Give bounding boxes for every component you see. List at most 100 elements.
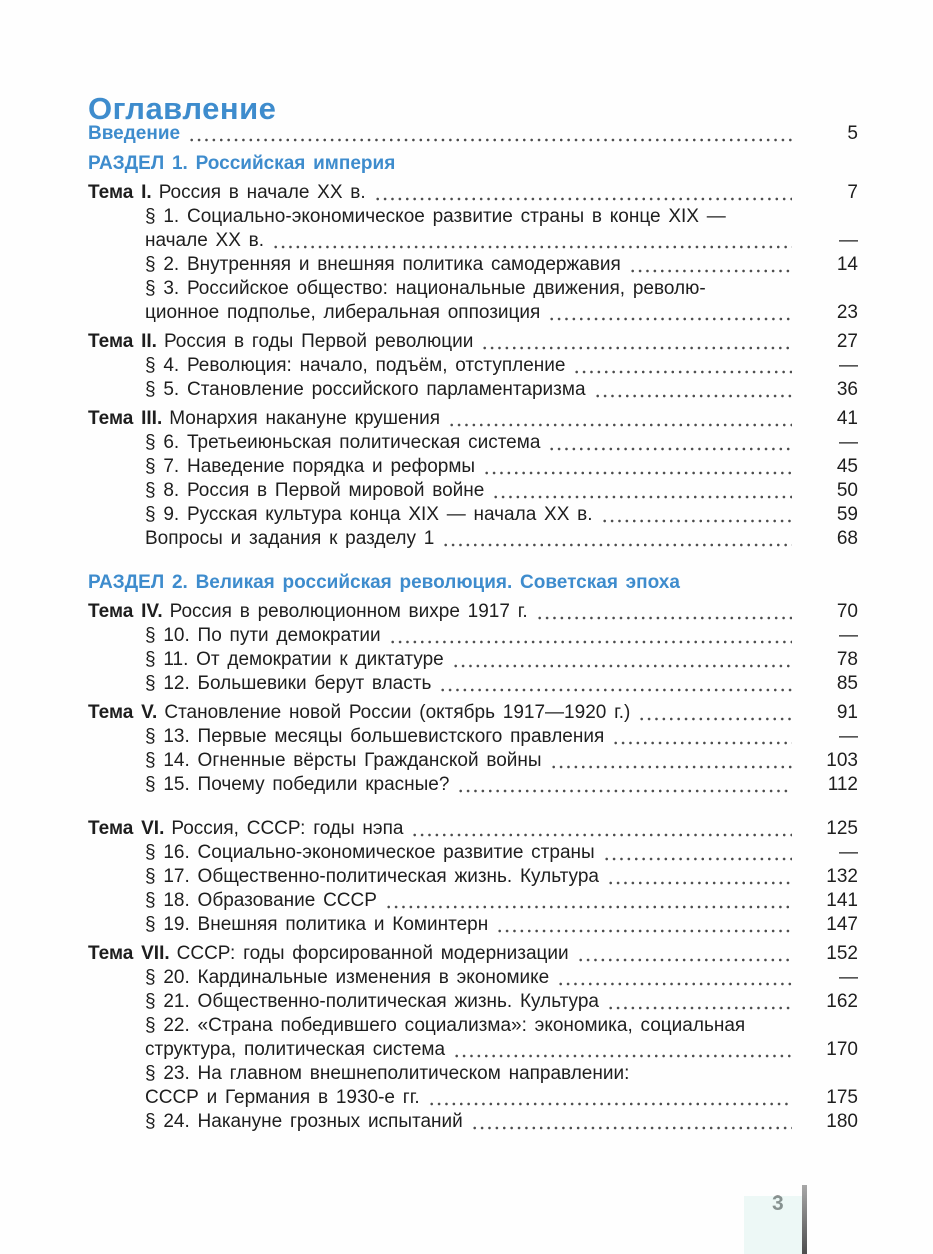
toc-paragraph-entry: § 23. На главном внешнеполитическом напр…	[88, 1062, 858, 1086]
entry-text: § 7. Наведение порядка и реформы	[145, 456, 476, 477]
entry-page-number: 180	[826, 1111, 858, 1132]
toc-paragraph-entry: § 10. По пути демократии —	[88, 624, 858, 648]
toc-paragraph-entry: § 20. Кардинальные изменения в экономике…	[88, 966, 858, 990]
entry-text: § 12. Большевики берут власть	[145, 673, 432, 694]
entry-page-number: —	[839, 432, 858, 453]
toc-entry-continuation: СССР и Германия в 1930-е гг. 175	[88, 1086, 858, 1110]
entry-page-number: 50	[836, 480, 858, 501]
dotted-leader	[606, 1006, 792, 1010]
entry-page-number: 147	[826, 914, 858, 935]
entry-page-number: 175	[826, 1087, 858, 1108]
entry-page-number: 23	[836, 302, 858, 323]
dotted-leader	[492, 495, 792, 499]
theme-number: Тема IV.	[88, 601, 163, 622]
entry-page-number: 132	[826, 866, 858, 887]
theme-title: Россия в годы Первой революции	[163, 331, 474, 352]
toc-theme-entry: Тема V. Становление новой России (октябрь…	[88, 701, 858, 725]
entry-page-number: 162	[826, 991, 858, 1012]
dotted-leader	[373, 197, 792, 201]
toc-theme-entry: Тема VI. Россия, СССР: годы нэпа 125	[88, 817, 858, 841]
dotted-leader	[549, 765, 792, 769]
dotted-leader	[628, 269, 792, 273]
scan-artifact	[744, 1196, 802, 1254]
entry-text: структура, политическая система	[145, 1039, 446, 1060]
entry-page-number: 78	[836, 649, 858, 670]
entry-page-number: 170	[826, 1039, 858, 1060]
toc-entry-continuation: структура, политическая система 170	[88, 1038, 858, 1062]
dotted-leader	[557, 982, 792, 986]
toc-paragraph-entry: § 9. Русская культура конца XIX — начала…	[88, 503, 858, 527]
toc-theme-entry: Тема I. Россия в начале XX в. 7	[88, 181, 858, 205]
toc-paragraph-entry: § 12. Большевики берут власть 85	[88, 672, 858, 696]
dotted-leader	[602, 857, 792, 861]
dotted-leader	[272, 245, 792, 249]
dotted-leader	[470, 1126, 792, 1130]
dotted-leader	[576, 958, 792, 962]
dotted-leader	[548, 317, 792, 321]
theme-title: Монархия накануне крушения	[169, 408, 441, 429]
entry-page-number: 5	[847, 123, 858, 144]
toc-paragraph-entry: § 24. Накануне грозных испытаний 180	[88, 1110, 858, 1134]
entry-page-number: 41	[836, 408, 858, 429]
theme-number: Тема VI.	[88, 818, 165, 839]
entry-page-number: 141	[826, 890, 858, 911]
dotted-leader	[451, 664, 792, 668]
entry-page-number: 91	[836, 702, 858, 723]
theme-number: Тема V.	[88, 702, 158, 723]
dotted-leader	[453, 1054, 792, 1058]
dotted-leader	[448, 423, 792, 427]
toc-section-heading: РАЗДЕЛ 2. Великая российская революция. …	[88, 571, 858, 595]
entry-page-number: 59	[836, 504, 858, 525]
toc-theme-entry: Тема VII. СССР: годы форсированной модерн…	[88, 942, 858, 966]
dotted-leader	[638, 717, 792, 721]
dotted-leader	[481, 346, 792, 350]
section-label: РАЗДЕЛ 2. Великая российская революция. …	[88, 572, 680, 593]
dotted-leader	[457, 789, 792, 793]
dotted-leader	[548, 447, 792, 451]
toc-paragraph-entry: § 19. Внешняя политика и Коминтерн 147	[88, 913, 858, 937]
toc-theme-entry: Тема III. Монархия накануне крушения 41	[88, 407, 858, 431]
toc-paragraph-entry: § 6. Третьеиюньская политическая система…	[88, 431, 858, 455]
dotted-leader	[388, 640, 792, 644]
theme-number: Тема II.	[88, 331, 157, 352]
entry-text: § 8. Россия в Первой мировой войне	[145, 480, 485, 501]
entry-text: § 20. Кардинальные изменения в экономике	[145, 967, 550, 988]
dotted-leader	[427, 1102, 792, 1106]
toc-paragraph-entry: Вопросы и задания к разделу 1 68	[88, 527, 858, 551]
entry-page-number: —	[839, 967, 858, 988]
theme-title: Россия в начале XX в.	[158, 182, 366, 203]
toc-paragraph-entry: § 13. Первые месяцы большевистского прав…	[88, 725, 858, 749]
entry-page-number: 152	[826, 943, 858, 964]
entry-text: § 11. От демократии к диктатуре	[145, 649, 444, 670]
entry-text: § 16. Социально-экономическое развитие с…	[145, 842, 595, 863]
theme-title: Россия, СССР: годы нэпа	[171, 818, 404, 839]
entry-text: § 13. Первые месяцы большевистского прав…	[145, 726, 605, 747]
entry-text: § 17. Общественно-политическая жизнь. Ку…	[145, 866, 599, 887]
entry-text: § 14. Огненные вёрсты Гражданской войны	[145, 750, 542, 771]
dotted-leader	[573, 370, 792, 374]
page-edge-bar	[802, 1185, 807, 1254]
toc-paragraph-entry: § 14. Огненные вёрсты Гражданской войны 1…	[88, 749, 858, 773]
theme-number: Тема I.	[88, 182, 152, 203]
entry-text: § 1. Социально-экономическое развитие ст…	[145, 206, 726, 227]
page-title: Оглавление	[88, 90, 277, 126]
theme-title: СССР: годы форсированной модернизации	[176, 943, 569, 964]
toc-paragraph-entry: § 17. Общественно-политическая жизнь. Ку…	[88, 865, 858, 889]
entry-page-number: 36	[836, 379, 858, 400]
entry-text: § 23. На главном внешнеполитическом напр…	[145, 1063, 630, 1084]
entry-page-number: 45	[836, 456, 858, 477]
entry-page-number: 125	[826, 818, 858, 839]
toc-paragraph-entry: § 1. Социально-экономическое развитие ст…	[88, 205, 858, 229]
entry-page-number: 112	[827, 774, 858, 795]
entry-page-number: 14	[836, 254, 858, 275]
entry-text: ционное подполье, либеральная оппозиция	[145, 302, 541, 323]
dotted-leader	[606, 881, 792, 885]
toc-paragraph-entry: § 16. Социально-экономическое развитие с…	[88, 841, 858, 865]
section-label: РАЗДЕЛ 1. Российская империя	[88, 153, 396, 174]
toc-paragraph-entry: § 5. Становление российского парламентар…	[88, 378, 858, 402]
toc-section-heading: РАЗДЕЛ 1. Российская империя	[88, 152, 858, 176]
dotted-leader	[612, 741, 792, 745]
entry-text: § 18. Образование СССР	[145, 890, 377, 911]
toc-paragraph-entry: § 21. Общественно-политическая жизнь. Ку…	[88, 990, 858, 1014]
entry-text: § 4. Революция: начало, подъём, отступле…	[145, 355, 566, 376]
